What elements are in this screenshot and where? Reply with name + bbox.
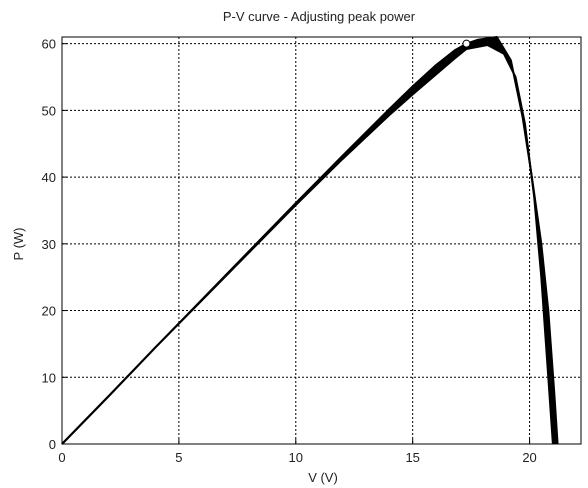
x-tick-label: 20 [522,450,536,465]
pv-curve-upper-boundary [61,36,559,445]
y-tick-label: 0 [49,437,56,452]
pv-curve-lower-boundary [61,44,554,445]
peak-power-marker [462,39,471,48]
x-tick-label: 0 [58,450,65,465]
y-tick-label: 30 [42,237,56,252]
pv-curve-band [61,36,559,445]
grid-lines [62,37,581,444]
y-axis-label: P (W) [11,228,26,261]
x-axis-label: V (V) [308,470,338,485]
x-tick-label: 5 [175,450,182,465]
y-tick-label: 50 [42,103,56,118]
data-layer [61,36,559,445]
y-tick-label: 40 [42,170,56,185]
x-tick-label: 10 [289,450,303,465]
y-tick-label: 20 [42,304,56,319]
plot-frame [61,36,582,445]
y-tick-label: 60 [42,37,56,52]
y-tick-label: 10 [42,370,56,385]
chart-title: P-V curve - Adjusting peak power [223,9,416,24]
x-tick-label: 15 [405,450,419,465]
axis-ticks: 0 5 10 15 20 0 10 20 30 40 50 60 [42,37,537,465]
